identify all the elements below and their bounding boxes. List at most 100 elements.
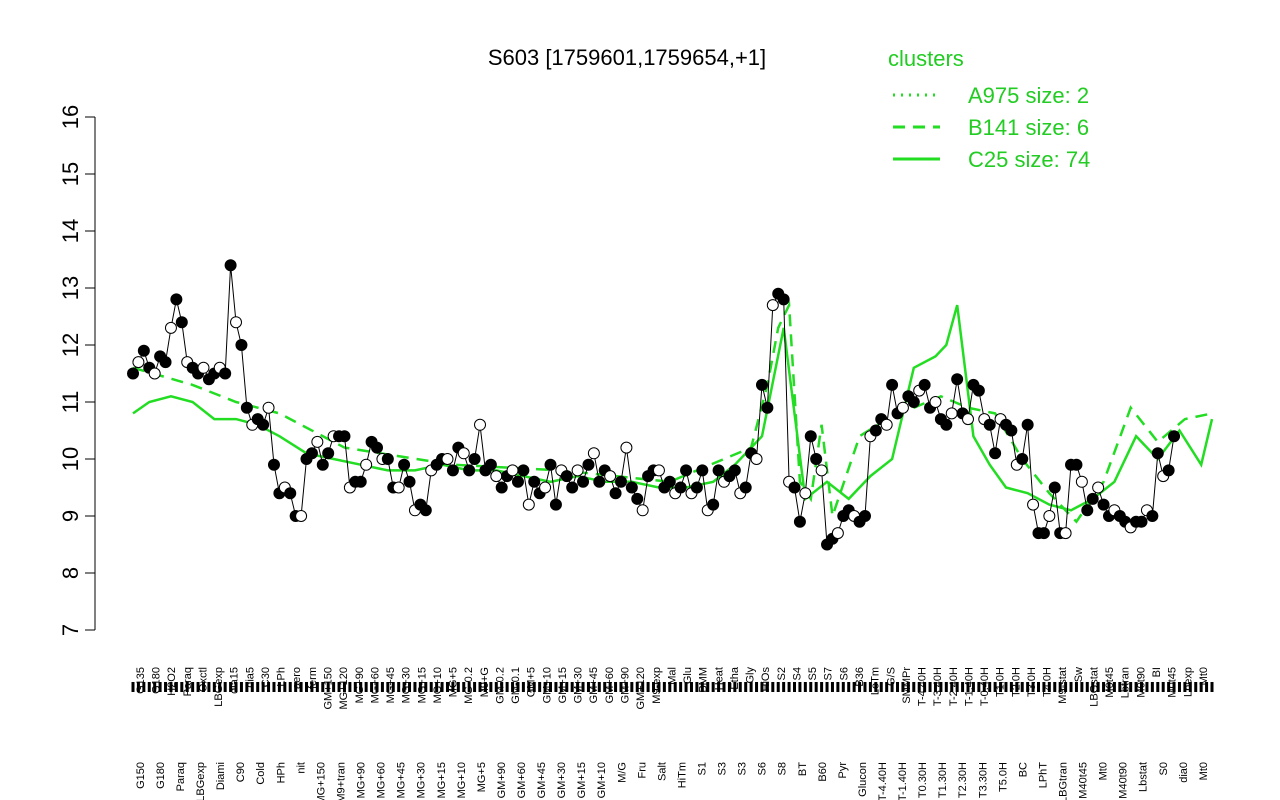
data-point <box>1070 458 1083 471</box>
x-tick-label: GM+15 <box>576 762 588 798</box>
data-point <box>175 316 188 329</box>
x-tick-label: GM+10 <box>541 667 553 703</box>
x-tick-label: MG+15 <box>416 667 428 703</box>
x-tick-label: M40t90 <box>1118 762 1130 799</box>
data-point <box>360 458 373 471</box>
data-point <box>674 481 687 494</box>
data-point <box>127 367 139 380</box>
x-tick-label: LPh <box>276 667 288 687</box>
data-point <box>810 453 823 465</box>
data-point <box>896 401 909 414</box>
x-tick-label: GM+10 <box>596 762 608 798</box>
data-point <box>474 418 487 431</box>
data-point <box>528 475 541 488</box>
data-point <box>468 453 481 465</box>
x-tick-label: MG+60 <box>369 667 381 703</box>
x-tick-label: Pyr <box>837 762 849 779</box>
x-tick-label: Oxctl <box>197 667 209 692</box>
data-point <box>446 464 459 477</box>
data-point <box>511 475 524 488</box>
x-tick-label: T1.0H <box>995 667 1007 697</box>
data-point <box>484 458 497 471</box>
data-point <box>230 316 243 329</box>
x-tick-label: GM+15 <box>557 667 569 703</box>
data-point <box>159 356 172 369</box>
legend-label: B141 size: 6 <box>968 115 1089 140</box>
x-tick-label: Glu <box>682 667 694 684</box>
x-tick-label: Diami <box>215 762 227 790</box>
x-tick-label: Gly <box>745 667 757 684</box>
data-point <box>880 418 893 431</box>
x-tick-label: GM+30 <box>556 762 568 798</box>
x-tick-label: T0.30H <box>917 762 929 798</box>
x-tick-label: MG+45 <box>396 762 408 798</box>
x-tick-label: Etha <box>729 666 741 690</box>
data-point <box>712 464 725 477</box>
y-tick-label: 9 <box>58 510 83 522</box>
data-point <box>636 504 649 517</box>
x-tick-label: HPh <box>275 762 287 783</box>
data-point <box>625 481 638 494</box>
x-tick-label: M9-exp <box>651 667 663 704</box>
x-tick-label: G150 <box>135 762 147 789</box>
y-tick-label: 14 <box>58 219 83 243</box>
data-point <box>788 481 801 494</box>
data-point <box>137 344 150 357</box>
legend-label: A975 size: 2 <box>968 83 1089 108</box>
data-point <box>652 464 665 477</box>
x-tick-label: T-4.40H <box>877 762 889 800</box>
x-tick-label: T2.0H <box>1010 667 1022 697</box>
y-tick-label: 8 <box>58 567 83 579</box>
x-tick-label: T-2.40H <box>948 667 960 706</box>
x-tick-label: T2.30H <box>957 762 969 798</box>
data-point <box>370 441 383 454</box>
y-tick-label: 12 <box>58 333 83 357</box>
data-point <box>1086 492 1099 505</box>
data-point <box>577 475 590 488</box>
data-point <box>311 435 324 448</box>
data-point <box>392 481 405 494</box>
x-tick-label: GM+120 <box>635 667 647 710</box>
x-tick-label: Paraq <box>182 667 194 696</box>
x-tick-label: GM+60 <box>516 762 528 798</box>
data-point <box>1016 453 1029 465</box>
data-point <box>761 401 774 414</box>
data-point <box>1146 510 1159 522</box>
data-point <box>463 464 476 477</box>
data-point <box>929 396 942 408</box>
x-tick-label: LPhT <box>1037 762 1049 789</box>
data-point <box>441 453 454 465</box>
x-tick-label: HiTm <box>676 762 688 788</box>
data-point <box>1168 430 1181 443</box>
x-tick-label: B36 <box>854 667 866 687</box>
x-tick-label: Mt0 <box>1198 667 1210 685</box>
x-tick-label: Glucon <box>857 762 869 797</box>
x-tick-label: M40t45 <box>1078 762 1090 799</box>
data-point <box>707 498 720 511</box>
y-tick-label: 7 <box>58 624 83 636</box>
x-tick-label: G/S <box>885 667 897 686</box>
data-point <box>539 481 552 494</box>
data-point <box>1097 498 1110 511</box>
data-point <box>907 396 920 408</box>
data-point <box>354 475 367 488</box>
data-point <box>1135 515 1148 528</box>
x-tick-label: LBGtran <box>1058 762 1070 800</box>
x-tick-label: GM-0.1 <box>510 667 522 704</box>
x-tick-label: MG+15 <box>436 762 448 798</box>
x-tick-label: Salt <box>656 762 668 781</box>
x-tick-label: Lbstat <box>1138 762 1150 792</box>
data-point <box>1151 447 1164 460</box>
data-point <box>549 498 562 511</box>
data-point <box>755 378 768 391</box>
data-point <box>1059 527 1072 540</box>
data-point <box>560 470 573 483</box>
data-point <box>381 453 394 465</box>
x-tick-label: Mt0 <box>1198 762 1210 780</box>
x-tick-label: BT <box>797 762 809 776</box>
data-point <box>457 447 470 460</box>
data-point <box>305 447 318 460</box>
x-tick-label: Paraq <box>175 762 187 791</box>
x-tick-label: S3 <box>737 762 749 775</box>
data-point <box>566 481 579 494</box>
